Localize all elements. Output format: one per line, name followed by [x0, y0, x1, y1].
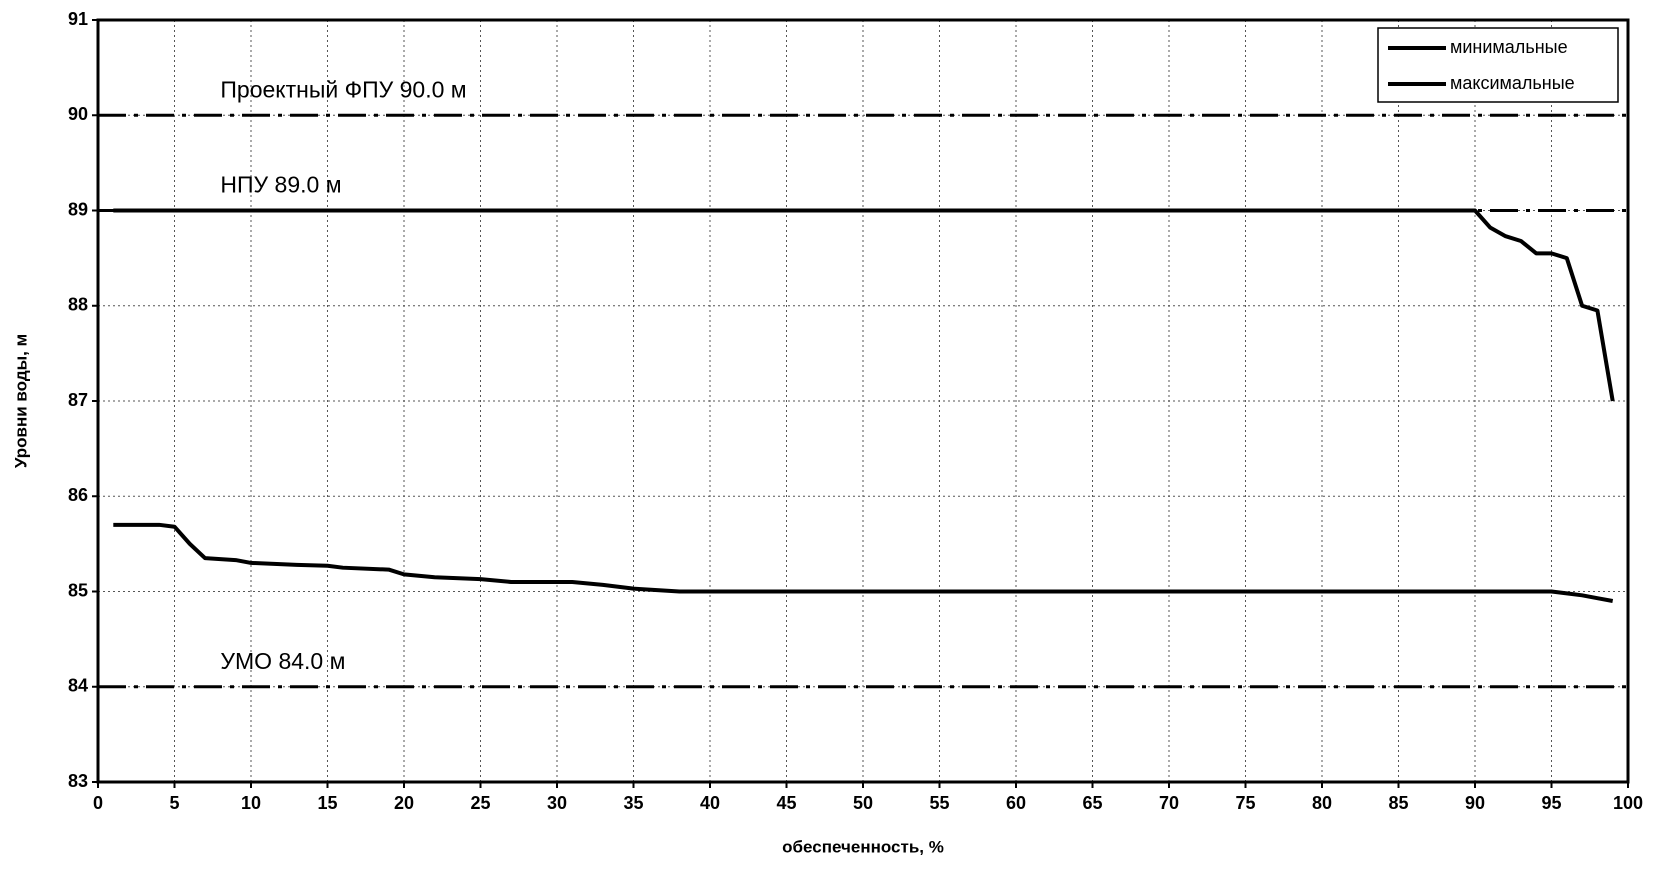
x-tick-label: 50: [853, 793, 873, 813]
x-tick-label: 10: [241, 793, 261, 813]
y-tick-label: 87: [68, 390, 88, 410]
y-tick-label: 91: [68, 9, 88, 29]
y-tick-label: 89: [68, 199, 88, 219]
legend-label: минимальные: [1450, 37, 1568, 57]
reference-label: УМО 84.0 м: [220, 648, 345, 674]
y-tick-label: 83: [68, 771, 88, 791]
x-tick-label: 95: [1541, 793, 1561, 813]
y-tick-label: 86: [68, 485, 88, 505]
x-tick-label: 25: [470, 793, 490, 813]
x-tick-label: 100: [1613, 793, 1643, 813]
x-tick-label: 70: [1159, 793, 1179, 813]
plot-frame: [96, 18, 1630, 784]
x-tick-label: 65: [1082, 793, 1102, 813]
y-axis-title: Уровни воды, м: [11, 334, 30, 468]
x-tick-label: 0: [93, 793, 103, 813]
x-tick-label: 80: [1312, 793, 1332, 813]
x-tick-label: 40: [700, 793, 720, 813]
legend-label: максимальные: [1450, 73, 1575, 93]
x-tick-label: 55: [929, 793, 949, 813]
x-tick-label: 15: [317, 793, 337, 813]
reference-label: Проектный ФПУ 90.0 м: [220, 76, 466, 102]
legend-box: [1377, 27, 1619, 103]
x-tick-label: 45: [776, 793, 796, 813]
x-tick-label: 75: [1235, 793, 1255, 813]
x-axis-title: обеспеченность, %: [782, 837, 944, 856]
y-tick-label: 84: [68, 676, 88, 696]
y-tick-label: 88: [68, 295, 88, 315]
x-tick-label: 60: [1006, 793, 1026, 813]
series-line: [113, 208, 1615, 402]
x-tick-label: 90: [1465, 793, 1485, 813]
x-tick-label: 35: [623, 793, 643, 813]
x-tick-label: 5: [169, 793, 179, 813]
x-tick-label: 85: [1388, 793, 1408, 813]
y-tick-label: 90: [68, 104, 88, 124]
series-line: [113, 522, 1614, 603]
x-tick-label: 30: [547, 793, 567, 813]
y-tick-label: 85: [68, 580, 88, 600]
reference-label: НПУ 89.0 м: [220, 172, 341, 198]
x-tick-label: 20: [394, 793, 414, 813]
